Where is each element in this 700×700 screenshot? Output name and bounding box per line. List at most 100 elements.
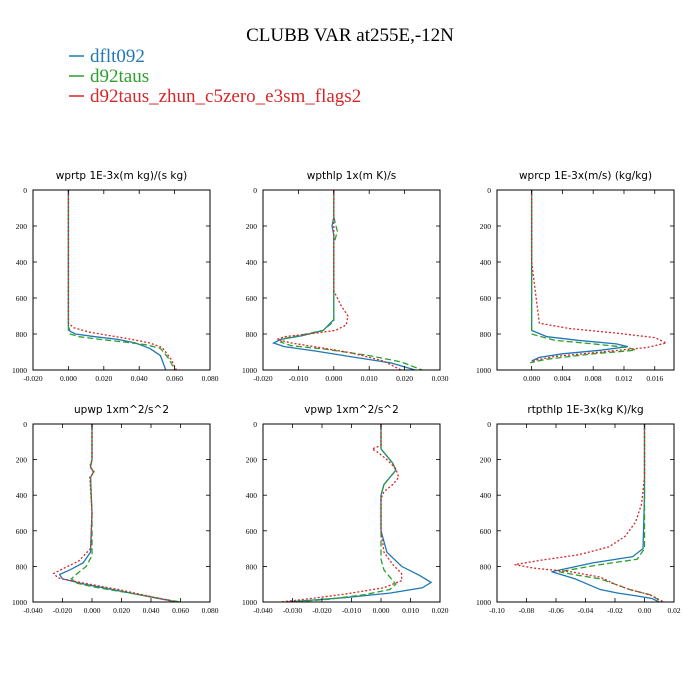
- series-line: [67, 190, 177, 370]
- panel: wprtp 1E-3x(m kg)/(s kg) 0 200 400 600 800 100…: [12, 170, 219, 383]
- y-tick-label: 200: [480, 222, 492, 231]
- panel: upwp 1xm^2/s^2 0 200 400 600 800 1000-0.040 -0.…: [12, 404, 219, 615]
- x-tick-label: -0.02: [607, 606, 623, 615]
- x-tick-label: 0.000: [60, 374, 77, 383]
- plot-frame: [496, 423, 675, 603]
- series-line: [292, 424, 397, 602]
- y-tick-label: 1000: [12, 366, 27, 375]
- y-tick-label: 0: [487, 420, 491, 429]
- x-tick-label: -0.06: [548, 606, 564, 615]
- x-tick-label: 0.012: [616, 374, 633, 383]
- panels: wprtp 1E-3x(m kg)/(s kg) 0 200 400 600 800 100…: [12, 170, 681, 615]
- y-tick-label: 600: [480, 294, 492, 303]
- x-tick-label: 0.060: [166, 374, 183, 383]
- x-tick-label: 0.000: [325, 374, 342, 383]
- panel-title: rtpthlp 1E-3x(kg K)/kg: [527, 404, 643, 416]
- y-tick-label: 1000: [476, 598, 491, 607]
- y-tick-label: 600: [16, 294, 28, 303]
- y-tick-label: 800: [16, 330, 28, 339]
- plot-frame: [32, 189, 211, 371]
- panel: vpwp 1xm^2/s^2 0 200 400 600 800 1000-0.040 -0.…: [242, 404, 449, 615]
- x-tick-label: -0.010: [289, 374, 309, 383]
- y-tick-label: 800: [480, 330, 492, 339]
- x-tick-label: 0.030: [432, 374, 449, 383]
- y-tick-label: 0: [253, 420, 257, 429]
- x-tick-label: -0.020: [23, 374, 43, 383]
- x-tick-label: 0.010: [402, 606, 419, 615]
- legend-label: dflt092: [90, 46, 145, 67]
- panel-title: vpwp 1xm^2/s^2: [304, 404, 399, 416]
- panel: wprcp 1E-3x(m/s) (kg/kg) 0 200 400 600 800 100…: [476, 170, 675, 383]
- series-line: [286, 424, 433, 602]
- x-tick-label: 0.016: [646, 374, 663, 383]
- series-line: [514, 424, 664, 602]
- y-tick-label: 1000: [242, 598, 257, 607]
- y-tick-label: 800: [16, 562, 28, 571]
- y-tick-label: 200: [246, 456, 258, 465]
- plot-frame: [496, 189, 675, 371]
- y-tick-label: 1000: [476, 366, 491, 375]
- figure-title: CLUBB VAR at255E,-12N: [246, 25, 454, 46]
- x-tick-label: 0.020: [113, 606, 130, 615]
- x-tick-label: 0.000: [523, 374, 540, 383]
- x-tick-label: 0.02: [667, 606, 680, 615]
- x-tick-label: -0.030: [283, 606, 303, 615]
- series-line: [279, 190, 423, 370]
- series-line: [271, 190, 416, 370]
- x-tick-label: 0.008: [585, 374, 602, 383]
- y-tick-label: 600: [480, 527, 492, 536]
- series-line: [558, 424, 663, 602]
- y-tick-label: 0: [23, 420, 27, 429]
- y-tick-label: 400: [16, 258, 28, 267]
- legend-entry: dflt092: [69, 46, 145, 67]
- legend-entry: d92taus: [69, 66, 149, 87]
- y-tick-label: 200: [246, 222, 258, 231]
- y-tick-label: 1000: [242, 366, 257, 375]
- y-tick-label: 400: [480, 491, 492, 500]
- x-tick-label: 0.040: [143, 606, 160, 615]
- x-tick-label: 0.010: [361, 374, 378, 383]
- panel-title: wprcp 1E-3x(m/s) (kg/kg): [519, 170, 652, 182]
- y-tick-label: 400: [246, 258, 258, 267]
- series-line: [530, 190, 628, 362]
- x-tick-label: -0.020: [253, 374, 273, 383]
- y-tick-label: 600: [246, 527, 258, 536]
- series-line: [52, 424, 177, 602]
- series-line: [530, 190, 669, 364]
- x-tick-label: 0.00: [638, 606, 651, 615]
- x-tick-label: -0.08: [519, 606, 535, 615]
- panel: rtpthlp 1E-3x(kg K)/kg02004006008001000-…: [476, 404, 681, 615]
- series-line: [275, 190, 402, 370]
- y-tick-label: 800: [246, 330, 258, 339]
- legend-label: d92taus_zhun_c5zero_e3sm_flags2: [90, 86, 361, 107]
- panel-title: wprtp 1E-3x(m kg)/(s kg): [56, 170, 187, 182]
- x-tick-label: -0.020: [53, 606, 73, 615]
- y-tick-label: 0: [23, 186, 27, 195]
- series-line: [551, 424, 660, 602]
- y-tick-label: 400: [16, 491, 28, 500]
- y-tick-label: 800: [246, 562, 258, 571]
- legend-entry: d92taus_zhun_c5zero_e3sm_flags2: [69, 86, 361, 107]
- y-tick-label: 200: [480, 456, 492, 465]
- x-tick-label: 0.040: [131, 374, 148, 383]
- legend: dflt092d92tausd92taus_zhun_c5zero_e3sm_f…: [69, 46, 361, 107]
- x-tick-label: 0.080: [202, 374, 219, 383]
- series-line: [58, 424, 178, 602]
- legend-label: d92taus: [90, 66, 149, 87]
- series-line: [280, 424, 403, 602]
- y-tick-label: 200: [16, 456, 28, 465]
- panel-title: upwp 1xm^2/s^2: [74, 404, 169, 416]
- panel: wpthlp 1x(m K)/s 0 200 400 600 800 1000-0.020 -…: [242, 170, 449, 383]
- x-tick-label: 0.000: [84, 606, 101, 615]
- panel-title: wpthlp 1x(m K)/s: [307, 170, 397, 182]
- x-tick-label: 0.060: [172, 606, 189, 615]
- x-tick-label: -0.040: [253, 606, 273, 615]
- x-tick-label: -0.010: [342, 606, 362, 615]
- series-line: [67, 190, 167, 370]
- x-tick-label: 0.020: [432, 606, 449, 615]
- y-tick-label: 1000: [12, 598, 27, 607]
- x-tick-label: 0.020: [95, 374, 112, 383]
- y-tick-label: 0: [487, 186, 491, 195]
- x-tick-label: 0.000: [373, 606, 390, 615]
